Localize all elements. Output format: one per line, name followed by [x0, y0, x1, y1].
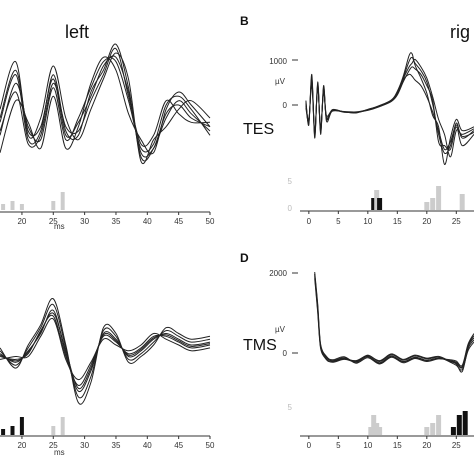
hist-bar-panel3-1	[371, 198, 377, 210]
hist-bar-panel4-8	[450, 427, 456, 435]
hist-bar-panel3-6	[436, 186, 442, 210]
x-tick-label-panel4-10: 10	[363, 441, 372, 450]
trace-panel2-series5	[0, 298, 211, 405]
trace-panel4-series4	[314, 276, 474, 373]
x-tick-label-panel2-50: 50	[206, 441, 215, 450]
hist-bar-panel4-5	[424, 427, 430, 435]
hist-bar-panel2-1	[1, 429, 6, 435]
x-tick-label-panel3-20: 20	[422, 217, 431, 226]
trace-panel2-series3	[0, 303, 211, 399]
hist-bar-panel2-5	[60, 417, 65, 435]
x-tick-label-panel3-5: 5	[336, 217, 341, 226]
trace-panel3-series2	[305, 52, 474, 165]
trace-panel3-series3	[305, 66, 474, 151]
x-tick-label-panel4-25: 25	[452, 441, 461, 450]
hist-bar-panel1-3	[19, 204, 24, 210]
hist-bar-panel3-4	[424, 202, 430, 210]
x-tick-label-panel1-35: 35	[112, 217, 121, 226]
hist-bar-panel4-1	[368, 427, 374, 435]
x-tick-label-panel1-20: 20	[17, 217, 26, 226]
side-label-tes: TES	[243, 121, 274, 138]
x-tick-label-panel2-45: 45	[174, 441, 183, 450]
hist-bar-panel2-3	[19, 417, 24, 435]
hist-bar-panel1-2	[10, 201, 15, 210]
hist-scale-bottom-5: 5	[288, 403, 293, 412]
trace-panel1-series4	[0, 52, 211, 165]
trace-panel3-series1	[305, 56, 474, 155]
x-tick-label-panel1-25: 25	[49, 217, 58, 226]
trace-panel2-series6	[0, 312, 211, 390]
x-tick-label-panel1-50: 50	[206, 217, 215, 226]
y-tick-bottom-0: 0	[283, 349, 288, 358]
x-tick-label-panel1-40: 40	[143, 217, 152, 226]
trace-panel1-series5	[0, 57, 211, 153]
hist-bar-panel2-4	[51, 426, 56, 435]
hist-bar-panel3-5	[430, 198, 436, 210]
x-tick-label-panel4-5: 5	[336, 441, 341, 450]
x-tick-label-panel3-0: 0	[307, 217, 312, 226]
trace-panel3-series5	[305, 73, 474, 151]
title-left: left	[65, 22, 89, 42]
title-right: rig	[450, 22, 470, 42]
hist-bar-panel1-4	[51, 201, 56, 210]
x-tick-label-panel3-25: 25	[452, 217, 461, 226]
hist-bar-panel4-10	[462, 411, 468, 435]
hist-bar-panel1-5	[60, 192, 65, 210]
hist-bar-panel4-3	[374, 423, 380, 435]
hist-bar-panel4-2	[371, 415, 377, 435]
hist-bar-panel3-7	[459, 194, 465, 210]
x-tick-label-panel2-20: 20	[17, 441, 26, 450]
hist-bar-panel4-6	[430, 423, 436, 435]
x-tick-label-panel2-35: 35	[112, 441, 121, 450]
y-unit-bottom: µV	[275, 325, 286, 334]
hist-bar-panel4-9	[456, 415, 462, 435]
x-tick-label-panel4-15: 15	[393, 441, 402, 450]
trace-panel2-series1	[0, 309, 211, 393]
trace-panel1-series3	[0, 56, 211, 155]
y-unit-top: µV	[275, 77, 286, 86]
trace-panel4-series2	[314, 278, 474, 371]
x-tick-label-panel3-10: 10	[363, 217, 372, 226]
trace-panel1-series1	[0, 55, 211, 158]
y-tick-bottom-2000: 2000	[269, 269, 287, 278]
y-tick-top-0: 0	[283, 101, 288, 110]
side-label-tms: TMS	[243, 337, 277, 354]
hist-scale-top-5: 5	[288, 177, 293, 186]
hist-bar-panel3-2	[374, 190, 380, 210]
hist-bar-panel4-4	[377, 427, 383, 435]
trace-panel4-series5	[314, 274, 474, 368]
trace-panel3-series4	[305, 58, 474, 158]
trace-panel4-series3	[314, 272, 474, 367]
hist-bar-panel2-2	[10, 426, 15, 435]
x-tick-label-panel2-25: 25	[49, 441, 58, 450]
hist-scale-top-0: 0	[288, 204, 293, 213]
xlabel-ms-top-left: ms	[54, 222, 65, 231]
y-tick-top-1000: 1000	[269, 57, 287, 66]
hist-bar-panel1-1	[1, 204, 6, 210]
x-tick-label-panel4-0: 0	[307, 441, 312, 450]
x-tick-label-panel1-30: 30	[80, 217, 89, 226]
trace-panel4-series1	[314, 274, 474, 369]
trace-panel1-series6	[0, 43, 211, 162]
x-tick-label-panel2-40: 40	[143, 441, 152, 450]
x-tick-label-panel4-20: 20	[422, 441, 431, 450]
panel-letter-d: D	[240, 251, 249, 265]
panel-letter-b: B	[240, 14, 249, 28]
hist-bar-panel4-7	[436, 415, 442, 435]
trace-panel2-series4	[0, 317, 211, 381]
hist-bar-panel3-3	[377, 198, 383, 210]
x-tick-label-panel1-45: 45	[174, 217, 183, 226]
x-tick-label-panel3-15: 15	[393, 217, 402, 226]
x-tick-label-panel2-30: 30	[80, 441, 89, 450]
xlabel-ms-bottom-left: ms	[54, 448, 65, 457]
